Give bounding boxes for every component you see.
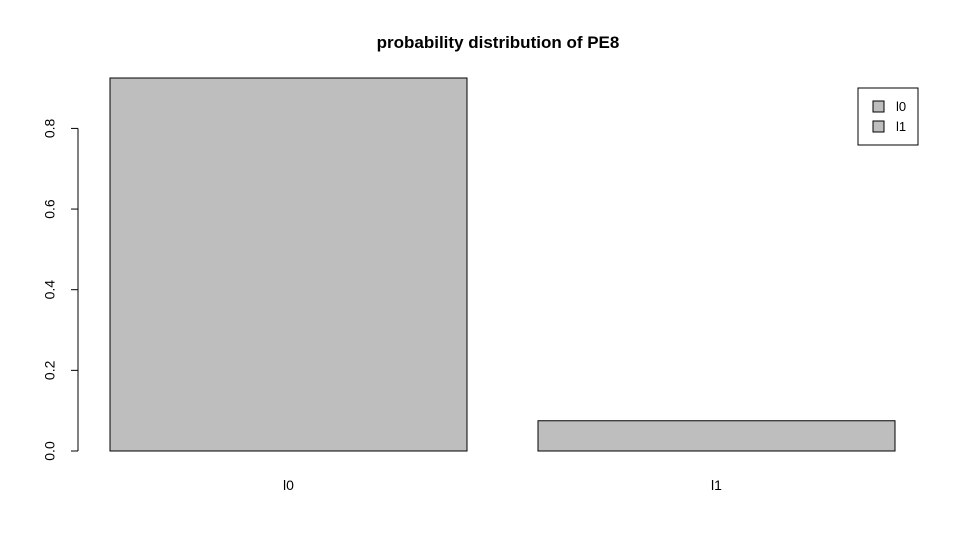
x-axis-labels: l0 l1	[283, 477, 722, 493]
chart-title: probability distribution of PE8	[377, 33, 620, 52]
legend-swatch-l1	[872, 120, 885, 133]
legend: l0 l1	[857, 87, 919, 146]
x-tick-label: l0	[283, 477, 294, 493]
y-axis: 0.0 0.2 0.4 0.6 0.8	[42, 118, 79, 461]
legend-label-l0: l0	[896, 99, 906, 114]
x-tick-label: l1	[711, 477, 722, 493]
legend-swatch-l0	[872, 100, 885, 113]
legend-label-l1: l1	[896, 119, 906, 134]
bar-l1	[537, 420, 896, 452]
bars	[109, 77, 896, 452]
y-tick-label: 0.8	[42, 118, 58, 138]
y-tick-label: 0.6	[42, 199, 58, 219]
y-tick-label: 0.4	[42, 280, 58, 300]
y-tick-label: 0.0	[42, 441, 58, 461]
legend-box	[857, 87, 919, 146]
y-tick-label: 0.2	[42, 360, 58, 380]
bar-l0	[109, 77, 468, 452]
